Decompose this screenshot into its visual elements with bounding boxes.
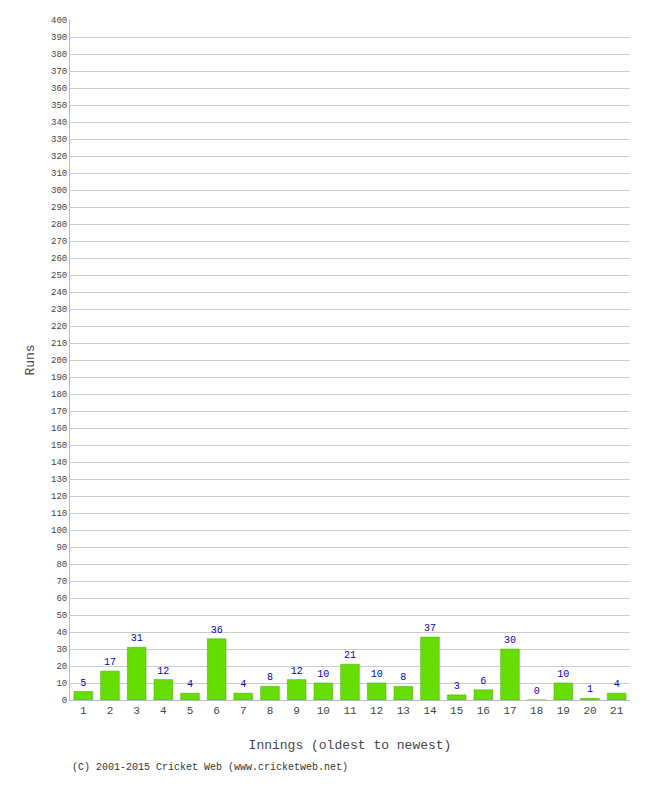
svg-text:6: 6 [213, 705, 220, 717]
svg-text:190: 190 [51, 373, 67, 383]
svg-text:200: 200 [51, 356, 67, 366]
svg-text:110: 110 [51, 509, 67, 519]
svg-text:360: 360 [51, 84, 67, 94]
svg-text:90: 90 [56, 543, 67, 553]
svg-text:37: 37 [424, 623, 436, 634]
svg-text:36: 36 [211, 625, 223, 636]
svg-text:17: 17 [104, 657, 116, 668]
svg-text:260: 260 [51, 254, 67, 264]
svg-text:8: 8 [400, 672, 406, 683]
svg-text:3: 3 [454, 681, 460, 692]
svg-text:11: 11 [343, 705, 357, 717]
svg-text:270: 270 [51, 237, 67, 247]
svg-text:100: 100 [51, 526, 67, 536]
svg-text:7: 7 [240, 705, 247, 717]
svg-text:220: 220 [51, 322, 67, 332]
svg-text:13: 13 [397, 705, 410, 717]
svg-text:17: 17 [503, 705, 516, 717]
svg-text:3: 3 [133, 705, 140, 717]
svg-text:8: 8 [267, 672, 273, 683]
svg-text:21: 21 [610, 705, 624, 717]
svg-text:Innings (oldest to newest): Innings (oldest to newest) [249, 738, 452, 753]
svg-text:10: 10 [371, 669, 383, 680]
svg-text:380: 380 [51, 50, 67, 60]
svg-text:10: 10 [56, 679, 67, 689]
svg-text:60: 60 [56, 594, 67, 604]
svg-text:120: 120 [51, 492, 67, 502]
svg-text:170: 170 [51, 407, 67, 417]
svg-text:50: 50 [56, 611, 67, 621]
svg-text:210: 210 [51, 339, 67, 349]
svg-text:5: 5 [187, 705, 194, 717]
svg-text:30: 30 [504, 635, 516, 646]
svg-text:140: 140 [51, 458, 67, 468]
svg-text:340: 340 [51, 118, 67, 128]
svg-text:130: 130 [51, 475, 67, 485]
svg-text:2: 2 [107, 705, 114, 717]
svg-text:Runs: Runs [23, 344, 38, 375]
svg-text:10: 10 [317, 705, 330, 717]
svg-text:30: 30 [56, 645, 67, 655]
svg-text:21: 21 [344, 650, 356, 661]
svg-text:18: 18 [530, 705, 543, 717]
svg-text:240: 240 [51, 288, 67, 298]
svg-text:150: 150 [51, 441, 67, 451]
svg-text:15: 15 [450, 705, 463, 717]
svg-text:4: 4 [160, 705, 167, 717]
svg-text:4: 4 [187, 679, 193, 690]
svg-text:19: 19 [557, 705, 570, 717]
svg-text:4: 4 [240, 679, 246, 690]
svg-text:12: 12 [291, 666, 303, 677]
svg-text:10: 10 [557, 669, 569, 680]
svg-text:320: 320 [51, 152, 67, 162]
svg-text:16: 16 [477, 705, 490, 717]
svg-text:10: 10 [317, 669, 329, 680]
svg-text:1: 1 [587, 684, 593, 695]
svg-text:1: 1 [80, 705, 87, 717]
svg-text:40: 40 [56, 628, 67, 638]
svg-text:80: 80 [56, 560, 67, 570]
svg-text:400: 400 [51, 16, 67, 26]
svg-text:20: 20 [56, 662, 67, 672]
svg-text:160: 160 [51, 424, 67, 434]
svg-text:310: 310 [51, 169, 67, 179]
svg-text:12: 12 [370, 705, 383, 717]
svg-text:280: 280 [51, 220, 67, 230]
svg-text:330: 330 [51, 135, 67, 145]
svg-text:(C) 2001-2015 Cricket Web (www: (C) 2001-2015 Cricket Web (www.cricketwe… [72, 762, 348, 773]
svg-text:300: 300 [51, 186, 67, 196]
svg-text:70: 70 [56, 577, 67, 587]
svg-text:5: 5 [80, 678, 86, 689]
svg-text:9: 9 [293, 705, 300, 717]
svg-text:250: 250 [51, 271, 67, 281]
svg-text:180: 180 [51, 390, 67, 400]
svg-text:12: 12 [157, 666, 169, 677]
svg-text:0: 0 [62, 696, 67, 706]
svg-text:6: 6 [480, 676, 486, 687]
svg-text:230: 230 [51, 305, 67, 315]
svg-text:350: 350 [51, 101, 67, 111]
svg-text:14: 14 [423, 705, 437, 717]
svg-text:290: 290 [51, 203, 67, 213]
svg-text:8: 8 [267, 705, 274, 717]
svg-text:390: 390 [51, 33, 67, 43]
svg-text:20: 20 [583, 705, 596, 717]
svg-text:0: 0 [534, 686, 540, 697]
svg-text:370: 370 [51, 67, 67, 77]
svg-text:31: 31 [131, 633, 143, 644]
svg-text:4: 4 [614, 679, 620, 690]
